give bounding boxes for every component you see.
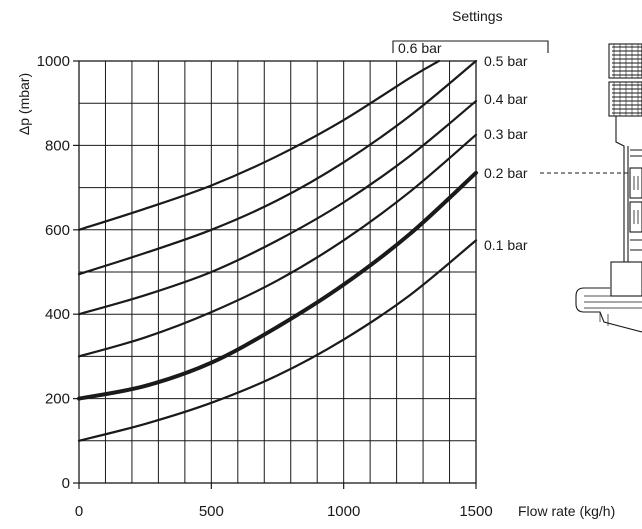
settings-legend-title: Settings	[452, 8, 503, 24]
valve-knurled-cap-icon	[608, 43, 642, 117]
curve-0-3-bar	[77, 133, 478, 358]
label-layer: 0.1 bar 0.2 bar 0.3 bar 0.4 bar 0.5 bar 0.6 b…	[392, 40, 628, 253]
grid-layer	[79, 61, 476, 483]
curve-0-6-bar	[77, 59, 441, 231]
curve-label: 0.5 bar	[484, 53, 528, 69]
valve-connector-icon	[575, 287, 642, 333]
curve-0-1-bar	[77, 239, 478, 442]
curve-0-5-bar	[77, 59, 478, 276]
y-tick-label: 200	[45, 391, 70, 408]
plot-frame	[78, 60, 477, 484]
curve-layer	[77, 59, 478, 442]
y-tick-label: 600	[45, 222, 70, 239]
curve-0-4-bar	[77, 99, 478, 316]
valve-illustration	[575, 43, 642, 333]
x-tick-label: 0	[75, 503, 83, 520]
x-axis-title: Flow rate (kg/h)	[518, 503, 615, 519]
curve-label: 0.2 bar	[484, 165, 528, 181]
y-axis-title: Δp (mbar)	[16, 73, 32, 135]
x-tick-label: 500	[199, 503, 224, 520]
curve-0-2-bar	[77, 170, 478, 401]
curve-label: 0.4 bar	[484, 91, 528, 107]
valve-body-icon	[610, 116, 642, 297]
y-tick-label: 0	[62, 475, 70, 492]
y-tick-label: 1000	[37, 53, 70, 70]
x-tick-label: 1000	[327, 503, 360, 520]
x-tick-label: 1500	[459, 503, 492, 520]
axis-layer: 0 500 1000 1500 0 200 400 600 800 1000	[37, 53, 493, 520]
curve-label: 0.1 bar	[484, 237, 528, 253]
curve-label: 0.3 bar	[484, 126, 528, 142]
settings-bracket	[392, 40, 549, 53]
curve-label: 0.6 bar	[398, 40, 442, 56]
y-tick-label: 400	[45, 306, 70, 323]
y-tick-label: 800	[45, 137, 70, 154]
